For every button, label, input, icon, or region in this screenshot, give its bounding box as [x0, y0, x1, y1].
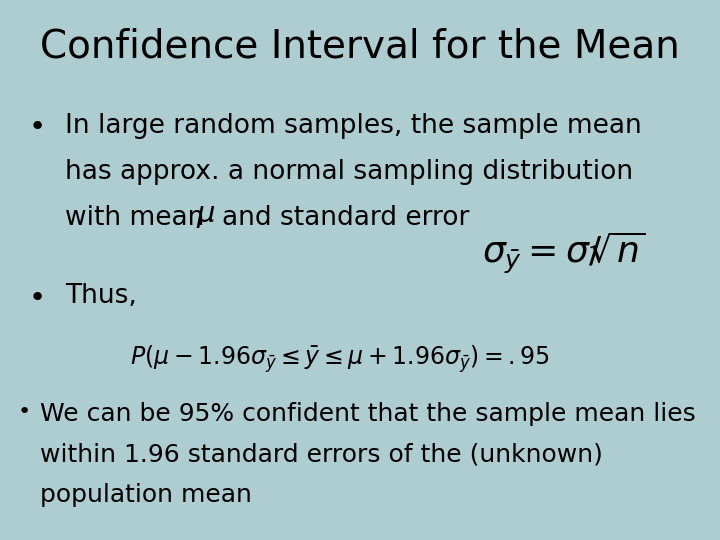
Text: has approx. a normal sampling distribution: has approx. a normal sampling distributi…: [65, 159, 633, 185]
Text: $\sigma_{\bar{y}} = \sigma/\!\!\sqrt{n}$: $\sigma_{\bar{y}} = \sigma/\!\!\sqrt{n}$: [482, 230, 646, 276]
Text: Confidence Interval for the Mean: Confidence Interval for the Mean: [40, 27, 680, 65]
Text: Thus,: Thus,: [65, 284, 137, 309]
Text: population mean: population mean: [40, 483, 251, 507]
Text: $\mu$: $\mu$: [196, 202, 215, 231]
Text: within 1.96 standard errors of the (unknown): within 1.96 standard errors of the (unkn…: [40, 443, 603, 467]
Text: In large random samples, the sample mean: In large random samples, the sample mean: [65, 113, 642, 139]
Text: and standard error: and standard error: [222, 205, 469, 231]
Text: •: •: [29, 113, 46, 141]
Text: We can be 95% confident that the sample mean lies: We can be 95% confident that the sample …: [40, 402, 696, 426]
Text: •: •: [29, 284, 46, 312]
Text: •: •: [18, 402, 31, 422]
Text: $P(\mu - 1.96\sigma_{\bar{y}} \leq \bar{y} \leq \mu + 1.96\sigma_{\bar{y}}) = .9: $P(\mu - 1.96\sigma_{\bar{y}} \leq \bar{…: [130, 343, 550, 375]
Text: with mean: with mean: [65, 205, 212, 231]
